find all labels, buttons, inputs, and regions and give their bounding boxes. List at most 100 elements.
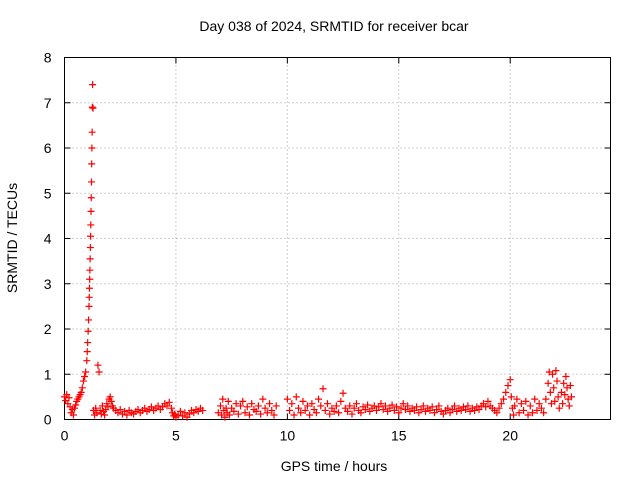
data-point: [303, 402, 311, 410]
data-point: [393, 403, 401, 411]
y-tick-label: 2: [44, 321, 52, 337]
data-point: [121, 407, 129, 415]
data-point: [259, 395, 267, 403]
data-point: [252, 407, 260, 415]
data-point: [524, 411, 532, 419]
data-point: [404, 402, 412, 410]
data-point: [511, 402, 519, 410]
data-point: [426, 406, 434, 414]
data-point: [72, 401, 80, 409]
data-point: [225, 411, 233, 419]
data-point: [87, 178, 95, 186]
data-point: [107, 397, 115, 405]
data-point: [239, 397, 247, 405]
data-point: [451, 402, 458, 410]
data-point: [410, 406, 418, 414]
data-point: [319, 385, 327, 393]
data-point: [533, 406, 541, 414]
data-point: [230, 407, 238, 415]
data-point: [475, 406, 483, 414]
data-point: [493, 409, 501, 417]
data-point: [83, 348, 91, 356]
data-point: [88, 160, 96, 168]
data-point: [95, 368, 103, 376]
data-point: [510, 411, 518, 419]
data-point: [123, 411, 131, 419]
data-point: [171, 410, 179, 418]
data-point: [482, 403, 490, 411]
data-point: [361, 406, 369, 414]
data-point: [395, 409, 403, 417]
data-point: [390, 406, 398, 414]
data-point: [263, 409, 271, 417]
data-point: [92, 404, 100, 412]
axis-ticks: [64, 57, 611, 420]
data-point: [444, 404, 452, 412]
data-point: [101, 411, 109, 419]
y-tick-label: 4: [44, 231, 52, 247]
data-point: [315, 395, 323, 403]
data-point: [221, 413, 229, 421]
data-point: [535, 400, 543, 408]
data-point: [565, 402, 573, 410]
data-point: [561, 391, 569, 399]
data-point: [219, 395, 227, 403]
data-point: [435, 402, 443, 410]
data-point: [526, 402, 534, 410]
data-point: [462, 406, 470, 414]
y-axis-label: SRMTID / TECUs: [4, 183, 20, 293]
data-point: [554, 393, 562, 401]
data-point: [297, 409, 305, 417]
x-tick-label: 15: [391, 428, 407, 444]
data-point: [234, 410, 242, 418]
data-point: [87, 194, 95, 202]
data-point: [237, 402, 245, 410]
data-point: [88, 128, 96, 136]
data-point: [308, 400, 316, 408]
data-point: [89, 81, 97, 89]
data-point: [87, 221, 95, 229]
data-point: [515, 409, 523, 417]
data-point: [224, 397, 232, 405]
data-point: [495, 404, 503, 412]
y-tick-label: 3: [44, 276, 52, 292]
data-point: [181, 409, 189, 417]
y-tick-label: 1: [44, 366, 52, 382]
data-point: [500, 395, 508, 403]
data-point: [555, 404, 563, 412]
y-tick-label: 6: [44, 140, 52, 156]
data-point: [433, 406, 441, 414]
x-axis-label: GPS time / hours: [281, 458, 388, 474]
data-point: [89, 104, 97, 112]
data-point: [261, 404, 269, 412]
data-point: [77, 388, 85, 396]
chart-title: Day 038 of 2024, SRMTID for receiver bca…: [199, 18, 469, 34]
data-point: [301, 406, 309, 414]
data-point: [364, 401, 372, 409]
data-point: [217, 402, 224, 410]
data-point: [323, 400, 331, 408]
data-point: [522, 397, 530, 405]
data-point: [344, 407, 352, 415]
data-point: [397, 404, 405, 412]
x-tick-label: 0: [61, 428, 69, 444]
data-point: [348, 410, 356, 418]
data-point: [290, 411, 298, 419]
data-point: [552, 367, 560, 375]
data-point: [413, 403, 421, 411]
data-point: [551, 397, 559, 405]
data-points: [61, 81, 575, 421]
data-point: [86, 255, 94, 263]
data-point: [86, 266, 94, 274]
data-point: [448, 406, 456, 414]
data-point: [295, 404, 302, 412]
x-tick-label: 20: [502, 428, 518, 444]
data-point: [167, 404, 175, 412]
data-point: [321, 406, 329, 414]
data-point: [241, 409, 249, 417]
data-point: [497, 400, 505, 408]
data-point: [245, 411, 253, 419]
data-point: [513, 395, 521, 403]
data-point: [317, 402, 325, 410]
